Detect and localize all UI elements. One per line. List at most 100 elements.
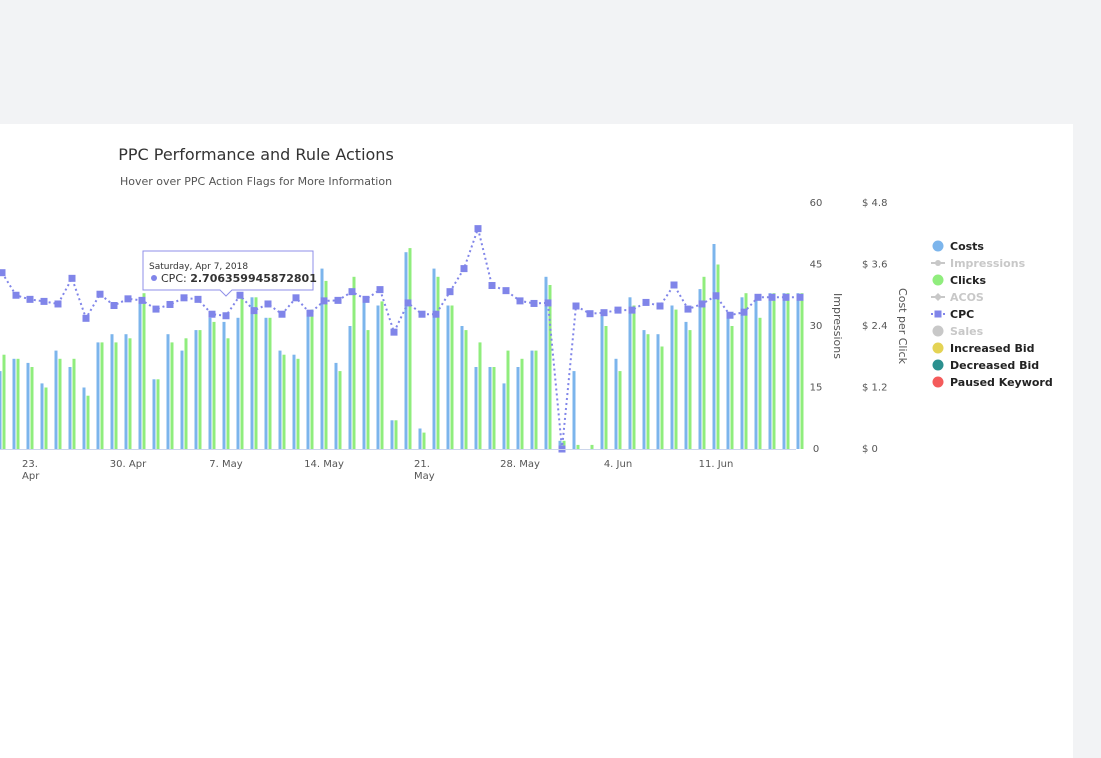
clicks-bar[interactable]: [114, 342, 118, 449]
costs-bar[interactable]: [334, 362, 338, 449]
costs-bar[interactable]: [138, 301, 142, 449]
costs-bar[interactable]: [180, 350, 184, 449]
costs-bar[interactable]: [26, 362, 30, 449]
cpc-point[interactable]: [446, 288, 454, 296]
cpc-point[interactable]: [250, 307, 258, 315]
cpc-point[interactable]: [768, 293, 776, 301]
clicks-bar[interactable]: [58, 358, 62, 449]
costs-bar[interactable]: [250, 297, 254, 449]
costs-bar[interactable]: [222, 321, 226, 449]
cpc-point[interactable]: [320, 297, 328, 305]
cpc-point[interactable]: [82, 314, 90, 322]
cpc-point[interactable]: [166, 300, 174, 308]
costs-bar[interactable]: [474, 367, 478, 449]
cpc-point[interactable]: [110, 302, 118, 309]
costs-bar[interactable]: [782, 293, 786, 449]
clicks-bar[interactable]: [786, 293, 790, 449]
cpc-point[interactable]: [684, 305, 692, 313]
clicks-bar[interactable]: [758, 317, 762, 449]
cpc-point[interactable]: [96, 290, 104, 298]
cpc-point[interactable]: [334, 296, 342, 304]
costs-bar[interactable]: [54, 350, 58, 449]
clicks-bar[interactable]: [534, 350, 538, 449]
clicks-bar[interactable]: [16, 358, 20, 449]
cpc-point[interactable]: [208, 310, 216, 318]
costs-bar[interactable]: [600, 313, 604, 449]
cpc-point[interactable]: [390, 328, 398, 336]
legend-item-sales[interactable]: Sales: [932, 325, 984, 338]
costs-bar[interactable]: [656, 334, 660, 449]
cpc-point[interactable]: [796, 293, 804, 301]
cpc-point[interactable]: [418, 310, 426, 318]
clicks-bar[interactable]: [366, 330, 370, 449]
clicks-bar[interactable]: [744, 293, 748, 449]
clicks-bar[interactable]: [464, 330, 468, 449]
cpc-point[interactable]: [740, 308, 748, 316]
costs-bar[interactable]: [502, 383, 506, 449]
costs-bar[interactable]: [572, 371, 576, 449]
cpc-point[interactable]: [586, 310, 594, 318]
cpc-point[interactable]: [12, 291, 20, 299]
cpc-point[interactable]: [754, 293, 762, 301]
clicks-bar[interactable]: [128, 338, 132, 449]
costs-bar[interactable]: [208, 317, 212, 449]
costs-bar[interactable]: [754, 297, 758, 449]
costs-bar[interactable]: [726, 317, 730, 449]
clicks-bar[interactable]: [576, 444, 580, 449]
clicks-bar[interactable]: [86, 395, 90, 449]
legend-item-clicks[interactable]: Clicks: [932, 274, 987, 287]
costs-bar[interactable]: [488, 367, 492, 449]
costs-bar[interactable]: [96, 342, 100, 449]
clicks-bar[interactable]: [604, 326, 608, 449]
cpc-point[interactable]: [0, 269, 6, 277]
cpc-point[interactable]: [292, 294, 300, 302]
clicks-bar[interactable]: [492, 367, 496, 449]
legend-item-cpc[interactable]: CPC: [931, 308, 974, 321]
cpc-point[interactable]: [376, 286, 384, 294]
cpc-point[interactable]: [180, 294, 188, 302]
costs-bar[interactable]: [614, 358, 618, 449]
costs-bar[interactable]: [642, 330, 646, 449]
cpc-point[interactable]: [656, 302, 664, 310]
costs-bar[interactable]: [306, 313, 310, 449]
clicks-bar[interactable]: [660, 346, 664, 450]
cpc-point[interactable]: [222, 312, 230, 320]
cpc-point[interactable]: [726, 311, 734, 319]
clicks-bar[interactable]: [72, 358, 76, 449]
cpc-point[interactable]: [278, 310, 286, 318]
costs-bar[interactable]: [740, 297, 744, 449]
clicks-bar[interactable]: [506, 350, 510, 449]
costs-bar[interactable]: [796, 293, 800, 449]
costs-bar[interactable]: [544, 276, 548, 449]
costs-bar[interactable]: [362, 301, 366, 449]
clicks-bar[interactable]: [324, 280, 328, 449]
costs-bar[interactable]: [152, 379, 156, 449]
clicks-bar[interactable]: [394, 420, 398, 449]
cpc-point[interactable]: [712, 292, 720, 300]
costs-bar[interactable]: [12, 358, 16, 449]
clicks-bar[interactable]: [212, 321, 216, 449]
cpc-point[interactable]: [264, 300, 272, 308]
clicks-bar[interactable]: [562, 440, 566, 449]
costs-bar[interactable]: [390, 420, 394, 449]
cpc-point[interactable]: [306, 309, 314, 317]
legend-item-acos[interactable]: ACOS: [931, 291, 984, 304]
cpc-point[interactable]: [516, 297, 524, 305]
clicks-bar[interactable]: [408, 248, 412, 449]
cpc-point[interactable]: [670, 281, 678, 289]
legend-item-impressions[interactable]: Impressions: [931, 257, 1026, 270]
clicks-bar[interactable]: [632, 305, 636, 450]
clicks-bar[interactable]: [772, 293, 776, 449]
cpc-point[interactable]: [124, 295, 132, 303]
clicks-bar[interactable]: [716, 264, 720, 450]
costs-bar[interactable]: [768, 293, 772, 449]
costs-bar[interactable]: [670, 305, 674, 450]
cpc-point[interactable]: [600, 309, 608, 317]
clicks-bar[interactable]: [254, 297, 258, 449]
costs-bar[interactable]: [292, 354, 296, 449]
clicks-bar[interactable]: [100, 342, 104, 449]
cpc-point[interactable]: [614, 306, 622, 314]
costs-bar[interactable]: [194, 330, 198, 449]
costs-bar[interactable]: [432, 268, 436, 449]
clicks-bar[interactable]: [646, 334, 650, 449]
